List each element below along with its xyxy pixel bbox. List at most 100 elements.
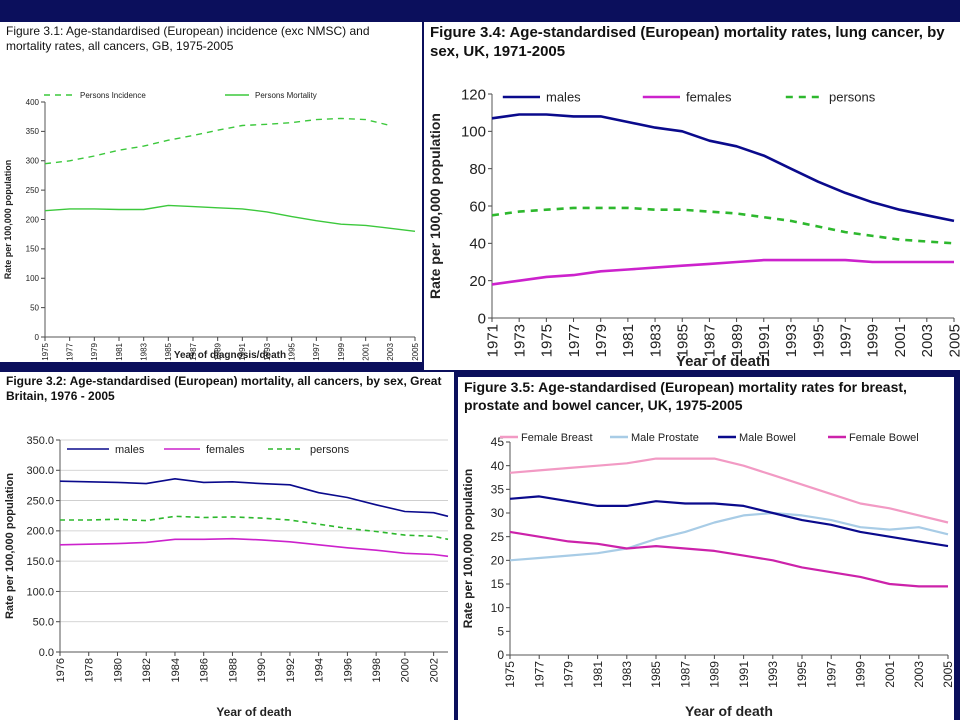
y-tick-label: 400 xyxy=(26,98,40,107)
y-tick-label: 80 xyxy=(469,161,486,178)
y-tick-label: 30 xyxy=(491,506,505,520)
x-tick-label: 1975 xyxy=(503,661,517,688)
series-line-persons xyxy=(491,206,955,245)
series-line-females xyxy=(59,537,449,558)
x-tick-label: 1998 xyxy=(371,658,383,682)
x-tick-label: 1999 xyxy=(865,324,882,357)
y-tick-label: 100 xyxy=(461,124,486,141)
series-line-males xyxy=(491,113,955,223)
y-tick-label: 350.0 xyxy=(26,435,54,447)
x-tick-label: 1973 xyxy=(511,324,528,357)
y-axis-label: Rate per 100,000 population xyxy=(461,469,475,628)
y-tick-label: 250 xyxy=(26,186,40,195)
chart-fig32: 0.0 50.0 100.0 150.0 200.0 250.0 300.0 350.0 197… xyxy=(4,435,449,719)
x-tick-label: 1981 xyxy=(591,661,605,688)
y-tick-label: 150 xyxy=(26,245,40,254)
x-tick-label: 1985 xyxy=(164,342,173,360)
x-tick-label: 1992 xyxy=(285,658,297,682)
panel-fig32: Figure 3.2: Age-standardised (European) … xyxy=(0,372,454,720)
x-tick-label: 2001 xyxy=(361,342,370,360)
y-tick-label: 40 xyxy=(469,236,486,253)
y-axis-label: Rate per 100,000 population xyxy=(427,113,443,299)
y-tick-label: 0 xyxy=(497,648,504,662)
chart-title: Figure 3.4: Age-standardised (European) … xyxy=(430,24,945,60)
y-tick-label: 25 xyxy=(491,530,505,544)
x-tick-label: 1987 xyxy=(678,661,692,688)
x-tick-label: 1975 xyxy=(539,324,556,357)
legend-label: females xyxy=(206,444,245,456)
y-tick-label: 15 xyxy=(491,577,505,591)
x-tick-label: 2003 xyxy=(919,324,936,357)
x-tick-label: 1991 xyxy=(238,342,247,360)
x-tick-label: 1994 xyxy=(314,658,326,682)
x-tick-label: 1983 xyxy=(647,324,664,357)
x-axis-label: Year of death xyxy=(685,703,773,719)
chart-title: Figure 3.2: Age-standardised (European) … xyxy=(6,374,442,403)
series-line-females xyxy=(491,258,954,286)
panel-fig31: Figure 3.1: Age-standardised (European) … xyxy=(0,22,422,362)
x-tick-label: 1971 xyxy=(484,324,501,357)
series-line-males xyxy=(59,478,449,518)
x-tick-label: 1979 xyxy=(90,342,99,360)
chart-fig31: 0 50 100 150 200 250 300 350 400 1975 1977 1979 1981… xyxy=(3,91,420,361)
y-tick-label: 300.0 xyxy=(26,465,54,477)
series-line-male-bowel xyxy=(509,495,949,548)
x-axis-label: Year of death xyxy=(216,705,291,719)
legend-label: persons xyxy=(829,90,876,105)
legend-label: Female Bowel xyxy=(849,432,919,444)
legend-label: persons xyxy=(310,444,350,456)
series-line-female-bowel xyxy=(509,530,948,588)
x-tick-label: 2005 xyxy=(941,661,954,688)
x-tick-label: 1977 xyxy=(566,324,583,357)
legend-label: males xyxy=(546,90,581,105)
y-tick-label: 100 xyxy=(26,274,40,283)
legend-label: Male Bowel xyxy=(739,432,796,444)
x-tick-label: 1987 xyxy=(189,342,198,360)
y-tick-label: 40 xyxy=(491,459,505,473)
y-tick-label: 20 xyxy=(469,273,486,290)
y-tick-label: 10 xyxy=(491,601,505,615)
x-tick-label: 1989 xyxy=(213,342,222,360)
y-tick-label: 45 xyxy=(491,435,505,449)
x-tick-label: 1987 xyxy=(702,324,719,357)
x-tick-label: 1984 xyxy=(170,658,182,682)
y-tick-label: 100.0 xyxy=(26,586,54,598)
x-tick-label: 1993 xyxy=(783,324,800,357)
y-tick-label: 200 xyxy=(26,215,40,224)
x-tick-label: 1986 xyxy=(199,658,211,682)
x-tick-label: 1980 xyxy=(112,658,124,682)
x-tick-label: 1985 xyxy=(649,661,663,688)
x-tick-label: 1997 xyxy=(838,324,855,357)
legend-label: Persons Incidence xyxy=(80,91,146,100)
x-tick-label: 2005 xyxy=(411,342,420,360)
x-axis-label: Year of diagnosis/death xyxy=(174,350,286,361)
x-tick-label: 1985 xyxy=(674,324,691,357)
y-tick-label: 0.0 xyxy=(39,647,54,659)
chart-title: Figure 3.1: Age-standardised (European) … xyxy=(6,24,370,53)
x-tick-label: 1989 xyxy=(708,661,722,688)
x-tick-label: 1993 xyxy=(263,342,272,360)
legend-label: females xyxy=(686,90,732,105)
x-tick-label: 2000 xyxy=(400,658,412,682)
y-tick-label: 0 xyxy=(478,310,486,327)
x-tick-label: 1995 xyxy=(795,661,809,688)
x-tick-label: 1979 xyxy=(593,324,610,357)
y-tick-label: 350 xyxy=(26,127,40,136)
series-line-persons xyxy=(60,515,449,541)
x-tick-label: 1997 xyxy=(824,661,838,688)
legend-label: Persons Mortality xyxy=(255,91,317,100)
x-tick-label: 1983 xyxy=(620,661,634,688)
x-tick-label: 1995 xyxy=(810,324,827,357)
x-tick-label: 1981 xyxy=(115,342,124,360)
x-tick-label: 2003 xyxy=(386,342,395,360)
y-tick-label: 20 xyxy=(491,554,505,568)
series-line-female-breast xyxy=(509,457,949,524)
y-tick-label: 250.0 xyxy=(26,495,54,507)
x-tick-label: 1997 xyxy=(312,342,321,360)
x-axis-label: Year of death xyxy=(676,353,770,370)
y-axis-label: Rate per 100,000 population xyxy=(4,473,16,619)
legend-label: males xyxy=(115,444,145,456)
x-tick-label: 1977 xyxy=(65,342,74,360)
x-tick-label: 2005 xyxy=(946,324,960,357)
y-tick-label: 35 xyxy=(491,483,505,497)
